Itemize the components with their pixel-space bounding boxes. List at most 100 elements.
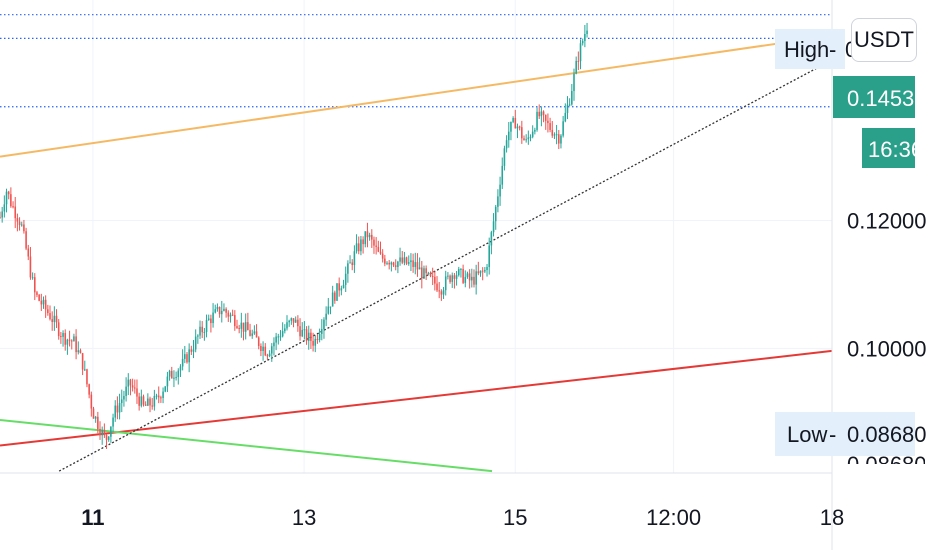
candle-body-58 [125,386,127,396]
candle-body-49 [105,435,108,440]
candle-body-107 [231,314,234,316]
candle-body-93 [201,326,204,333]
candle-body-218 [473,276,475,285]
candle-body-261 [566,104,569,113]
candle-body-106 [229,314,232,317]
candle-body-224 [486,267,488,271]
candle-body-268 [581,40,584,44]
candle-body-161 [349,262,351,264]
candle-body-190 [412,260,414,267]
candle-body-98 [212,312,214,324]
candle-body-118 [255,331,258,338]
candle-body-155 [336,283,338,301]
candle-body-10 [20,224,23,226]
candle-body-206 [447,275,449,277]
candle-body-213 [462,268,464,283]
candle-body-88 [190,349,193,352]
svg-text:-: - [829,37,836,62]
candle-body-24 [51,319,53,323]
candle-body-52 [112,417,114,427]
candle-body-68 [147,398,149,406]
candle-body-16 [33,277,36,293]
price-axis[interactable]: 0.12000 0.10000 [847,209,927,362]
candle-body-143 [310,332,312,341]
trendline-2 [0,418,493,473]
trendline-1 [0,349,833,447]
candle-body-245 [531,131,534,137]
candle-body-95 [205,319,208,332]
candle-body-78 [168,370,171,377]
candle-body-183 [397,261,399,267]
candle-body-156 [338,283,340,291]
candle-body-82 [177,370,180,378]
candle-body-219 [475,271,477,285]
candle-body-121 [262,346,264,352]
last-price-badge: 0.14537 [833,76,927,118]
candle-body-22 [47,309,49,314]
horizontal-levels [0,14,832,108]
candle-body-113 [244,322,247,332]
candle-body-94 [203,331,206,333]
candle-body-180 [390,262,393,265]
candle-body-13 [27,248,30,257]
time-axis[interactable]: 11 13 15 12:00 18 [81,505,844,530]
candle-body-30 [64,333,67,345]
candle-body-0 [0,217,1,219]
candle-body-141 [305,329,308,341]
candle-body-132 [286,322,288,329]
candle-body-111 [240,322,243,329]
candle-body-263 [571,91,573,105]
candle-body-104 [225,308,227,313]
candle-body-139 [301,329,304,337]
trendlines [0,35,833,473]
candle-body-8 [16,218,19,222]
candle-body-37 [79,350,82,354]
candle-body-12 [25,231,27,249]
candle-body-196 [425,268,427,274]
candle-body-128 [277,336,280,338]
candle-body-217 [471,276,473,281]
candle-body-173 [375,245,377,247]
candle-body-102 [220,310,223,315]
candle-body-211 [457,269,460,276]
candle-body-204 [442,290,445,295]
currency-button[interactable]: USDT [851,18,917,62]
candle-body-151 [327,306,330,314]
candle-body-110 [238,328,240,330]
clipped-price-label: 0.08680 [847,456,925,464]
low-label: Low - 0.08680 [775,412,927,456]
candle-body-131 [284,328,286,332]
candle-body-72 [155,395,158,397]
candle-body-53 [114,405,117,418]
candle-body-21 [44,299,47,310]
candle-body-194 [421,267,423,279]
candle-body-159 [344,273,347,285]
candle-body-1 [1,211,3,218]
candle-body-75 [162,391,164,398]
candle-body-184 [399,257,401,262]
candle-body-4 [7,191,10,195]
candle-body-55 [118,403,121,413]
candle-body-116 [251,333,254,336]
candle-body-134 [290,318,293,321]
candle-body-252 [547,120,549,124]
candle-body-42 [90,394,93,409]
candle-body-229 [497,196,499,207]
candle-body-208 [451,275,454,282]
candle-body-250 [542,111,545,115]
candle-body-266 [577,60,580,62]
candle-body-191 [414,262,417,267]
candle-body-44 [94,416,97,419]
candle-body-140 [303,329,306,331]
candle-body-255 [553,134,556,136]
candle-body-260 [564,112,567,122]
candle-body-71 [153,395,156,407]
candle-body-225 [488,245,491,268]
candle-body-227 [492,221,495,233]
candle-body-29 [62,333,64,337]
candle-body-61 [131,385,134,388]
candle-body-195 [423,268,425,279]
candle-body-215 [466,273,469,277]
candle-body-46 [99,428,101,436]
